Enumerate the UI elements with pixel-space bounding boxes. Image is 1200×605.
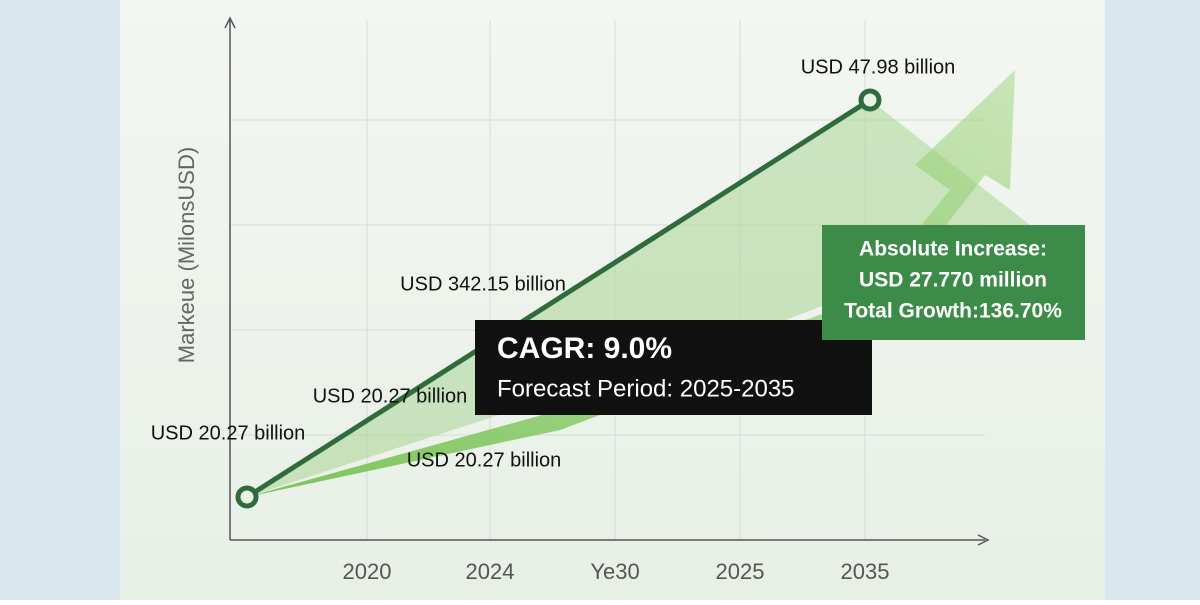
x-tick-label: 2020 xyxy=(343,559,392,584)
increase-line: Absolute Increase: xyxy=(859,238,1047,261)
cagr-title: CAGR: 9.0% xyxy=(497,332,672,365)
axes xyxy=(224,16,990,546)
cagr-subtitle: Forecast Period: 2025-2035 xyxy=(497,375,795,402)
cagr-box xyxy=(475,320,872,415)
end-marker xyxy=(858,88,882,112)
y-axis-label: Markeue (MilonsUSD) xyxy=(174,147,199,363)
annotation: USD 20.27 billion xyxy=(407,449,562,471)
x-tick-label: 2035 xyxy=(841,559,890,584)
x-tick-label: 2025 xyxy=(716,559,765,584)
start-marker xyxy=(235,485,259,509)
trend-line xyxy=(245,97,872,500)
x-tick-label: 2024 xyxy=(466,559,515,584)
increase-line: Total Growth:136.70% xyxy=(844,300,1062,323)
growth-fan xyxy=(247,100,1030,497)
annotation: USD 20.27 billion xyxy=(313,385,468,407)
annotation: USD 47.98 billion xyxy=(801,56,956,78)
annotation: USD 342.15 billion xyxy=(400,273,566,295)
increase-line: USD 27.770 million xyxy=(859,269,1047,292)
x-tick-label: Ye30 xyxy=(590,559,639,584)
increase-box xyxy=(822,225,1085,340)
annotation: USD 20.27 billion xyxy=(151,422,306,444)
